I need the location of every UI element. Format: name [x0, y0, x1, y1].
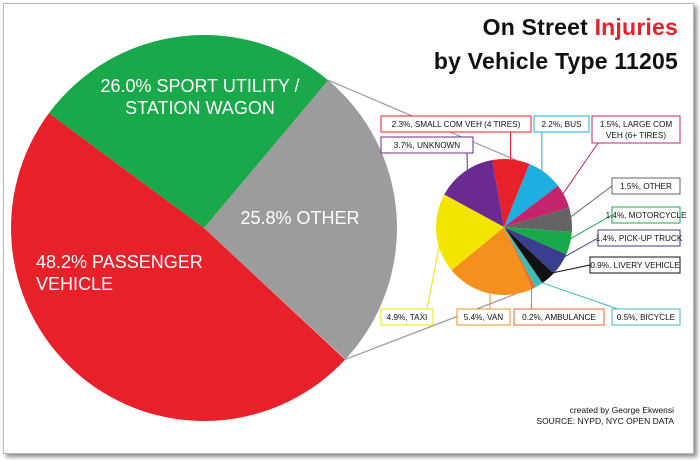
- callout-text-other: 1.5%, OTHER: [620, 182, 672, 191]
- callout-text-bus: 2.2%, BUS: [541, 120, 582, 129]
- leader-livery-vehicle: [544, 264, 591, 276]
- credit-block: created by George Ekwensi SOURCE: NYPD, …: [536, 405, 674, 427]
- callout-pick-up-truck: 1.4%, PICK-UP TRUCK: [596, 229, 683, 247]
- callout-bicycle: 0.5%, BICYCLE: [611, 308, 681, 326]
- leader-other: [565, 185, 613, 221]
- breakdown-slice-small-com-veh-4-tires: [492, 158, 530, 227]
- callout-box-large-com-veh-6-tires: [591, 115, 681, 144]
- breakdown-leader-lines: [426, 132, 619, 310]
- callout-box-motorcycle: [611, 206, 681, 224]
- leader-bicycle: [535, 280, 619, 310]
- callout-box-van: [456, 308, 511, 326]
- breakdown-slice-pick-up-truck: [504, 227, 567, 274]
- callout-box-livery-vehicle: [589, 256, 681, 274]
- callout-text-pick-up-truck: 1.4%, PICK-UP TRUCK: [596, 234, 683, 243]
- callout-text-bicycle: 0.5%, BICYCLE: [617, 313, 676, 322]
- callout-text-van: 5.4%, VAN: [464, 313, 504, 322]
- callout-bus: 2.2%, BUS: [533, 115, 590, 133]
- main-slice-other: [204, 80, 398, 360]
- callout-text-large-com-veh-6-tires: 1.5%, LARGE COM VEH (6+ TIRES): [600, 120, 673, 140]
- main-label-sport-utility-station-wagon: 26.0% SPORT UTILITY / STATION WAGON: [100, 76, 299, 118]
- callout-box-other: [611, 177, 681, 195]
- callout-text-taxi: 4.9%, TAXI: [387, 313, 428, 322]
- breakdown-slice-taxi: [435, 194, 504, 271]
- breakdown-slice-ambulance: [504, 227, 536, 289]
- leader-motorcycle: [564, 214, 613, 243]
- breakdown-callouts: 2.3%, SMALL COM VEH (4 TIRES) 2.2%, BUS 1.…: [380, 115, 687, 326]
- author-credit: created by George Ekwensi: [569, 405, 674, 415]
- breakdown-slice-van: [451, 227, 533, 295]
- title-highlight: Injuries: [594, 14, 678, 40]
- breakdown-slice-motorcycle: [504, 227, 572, 255]
- main-pie: [11, 35, 398, 421]
- title-line-1: On Street Injuries: [434, 10, 678, 44]
- callout-text-ambulance: 0.2%, AMBULANCE: [522, 313, 596, 322]
- breakdown-slice-unknown: [444, 160, 504, 227]
- callout-box-bicycle: [611, 308, 681, 326]
- breakdown-slice-large-com-veh-6-tires: [504, 185, 570, 227]
- callout-other: 1.5%, OTHER: [611, 177, 681, 195]
- callout-box-ambulance: [513, 308, 605, 326]
- breakdown-slice-bicycle: [504, 227, 543, 288]
- callout-taxi: 4.9%, TAXI: [380, 308, 434, 326]
- callout-box-bus: [533, 115, 590, 133]
- leader-large-com-veh-6-tires: [559, 142, 599, 199]
- callout-box-small-com-veh-4-tires: [380, 115, 532, 133]
- leader-taxi: [426, 232, 443, 310]
- title-line-2: by Vehicle Type 11205: [433, 48, 678, 74]
- callout-box-unknown: [380, 136, 474, 154]
- callout-motorcycle: 1.4%, MOTORCYCLE: [606, 206, 687, 224]
- callout-text-unknown: 3.7%, UNKNOWN: [394, 141, 461, 150]
- breakdown-slice-other: [504, 207, 572, 233]
- callout-large-com-veh-6-tires: 1.5%, LARGE COM VEH (6+ TIRES): [591, 115, 681, 144]
- callout-small-com-veh-4-tires: 2.3%, SMALL COM VEH (4 TIRES): [380, 115, 532, 133]
- breakdown-slice-bus: [504, 163, 558, 227]
- main-slice-passenger-vehicle: [11, 113, 346, 421]
- callout-text-motorcycle: 1.4%, MOTORCYCLE: [606, 211, 687, 220]
- title-prefix: On Street: [482, 14, 595, 40]
- callout-van: 5.4%, VAN: [456, 308, 511, 326]
- callout-text-small-com-veh-4-tires: 2.3%, SMALL COM VEH (4 TIRES): [392, 120, 521, 129]
- callout-text-livery-vehicle: 0.9%, LIVERY VEHICLE: [590, 261, 680, 270]
- callout-unknown: 3.7%, UNKNOWN: [380, 136, 474, 154]
- main-slice-sport-utility-station-wagon: [48, 35, 329, 228]
- source-credit: SOURCE: NYPD, NYC OPEN DATA: [536, 416, 674, 426]
- leader-pick-up-truck: [555, 237, 599, 262]
- main-pie-labels: 48.2% PASSENGER VEHICLE 26.0% SPORT UTILIT…: [36, 76, 360, 294]
- main-label-passenger-vehicle: 48.2% PASSENGER VEHICLE: [36, 252, 203, 294]
- callout-box-taxi: [380, 308, 434, 326]
- callout-livery-vehicle: 0.9%, LIVERY VEHICLE: [589, 256, 681, 274]
- connector-bottom: [345, 293, 517, 360]
- breakdown-slice-livery-vehicle: [504, 227, 554, 284]
- chart-title: On Street Injuries by Vehicle Type 11205: [434, 10, 678, 78]
- callout-ambulance: 0.2%, AMBULANCE: [513, 308, 605, 326]
- callout-box-pick-up-truck: [597, 229, 681, 247]
- breakdown-pie: [435, 158, 572, 295]
- main-label-other: 25.8% OTHER: [240, 208, 359, 228]
